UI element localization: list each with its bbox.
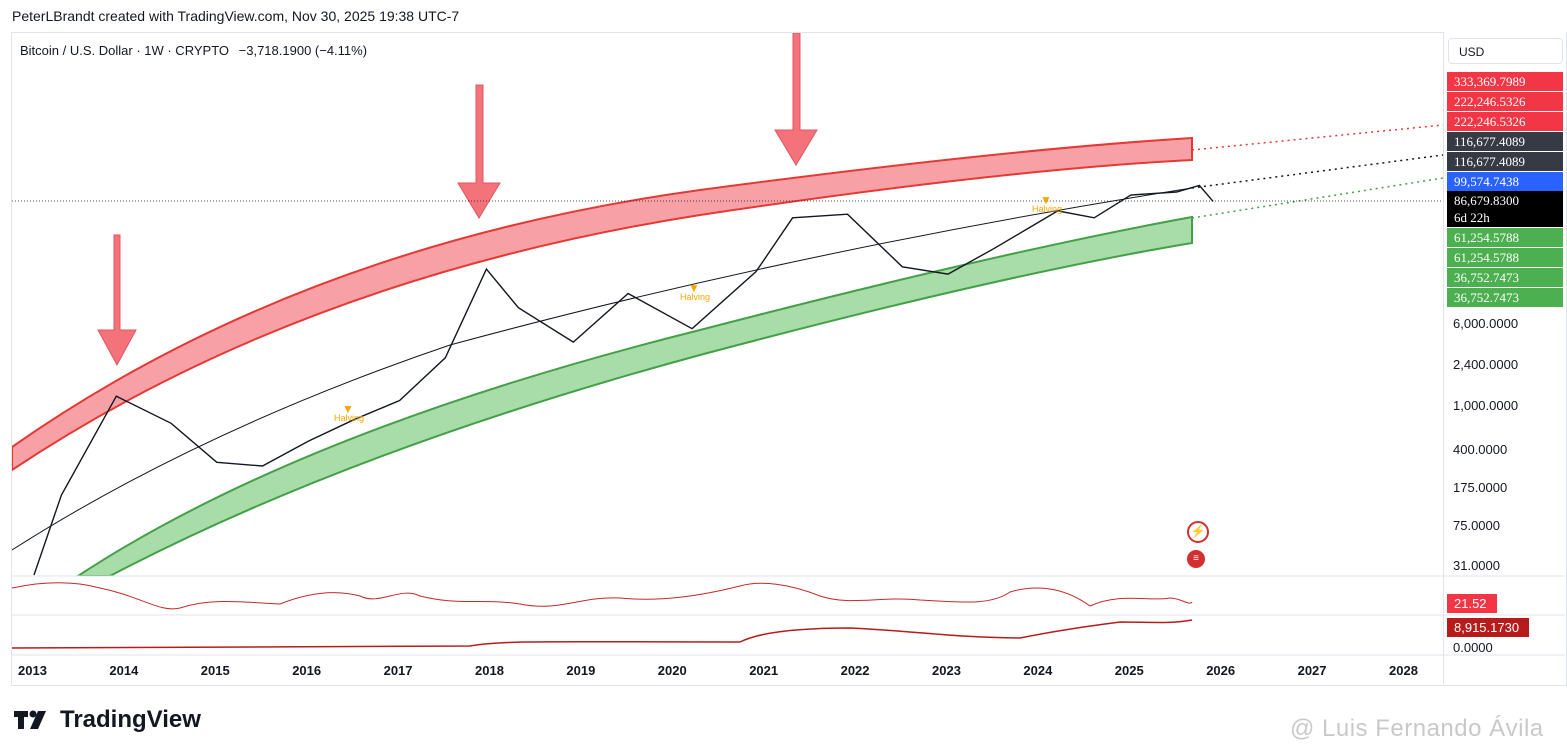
year-tick-label: 2015: [201, 663, 230, 678]
symbol-title[interactable]: Bitcoin / U.S. Dollar · 1W · CRYPTO −3,7…: [20, 43, 367, 58]
price-label: 116,677.4089: [1447, 132, 1563, 151]
year-tick-label: 2022: [841, 663, 870, 678]
tradingview-brand: TradingView: [14, 706, 201, 734]
indicator-value-label: 8,915.1730: [1447, 618, 1529, 637]
price-label: 36,752.7473: [1447, 288, 1563, 307]
price-tick: 1,000.0000: [1453, 398, 1519, 413]
currency-selector[interactable]: USD: [1448, 38, 1563, 64]
year-tick-label: 2021: [749, 663, 778, 678]
price-label: 222,246.5326: [1447, 92, 1563, 111]
lower-green-band: [76, 215, 1193, 576]
peak-arrow-2021: [774, 33, 818, 166]
lower-projection-line: [1191, 177, 1444, 219]
price-label: 61,254.5788: [1447, 248, 1563, 267]
price-label: 86,679.8300: [1447, 191, 1563, 210]
time-axis: 2013 2014 2015 2016 2017 2018 2019 2020 2021 2022…: [18, 663, 1418, 678]
price-label: 116,677.4089: [1447, 152, 1563, 171]
halving-marker-2016: ▼ Halving: [334, 402, 365, 423]
year-tick-label: 2019: [566, 663, 595, 678]
year-tick-label: 2013: [18, 663, 47, 678]
price-label: 333,369.7989: [1447, 72, 1563, 91]
symbol-name: Bitcoin / U.S. Dollar · 1W · CRYPTO: [20, 43, 230, 58]
upper-red-band: [12, 136, 1193, 472]
year-tick-label: 2018: [475, 663, 504, 678]
price-label: 222,246.5326: [1447, 112, 1563, 131]
year-tick-label: 2027: [1298, 663, 1327, 678]
year-tick-label: 2016: [292, 663, 321, 678]
volume-ma-indicator-line: [11, 619, 1193, 649]
indicator-sparkle-icon[interactable]: ⚡: [1187, 521, 1209, 543]
brand-name: TradingView: [60, 706, 201, 733]
price-label: 61,254.5788: [1447, 228, 1563, 247]
mid-projection-line: [1191, 154, 1444, 189]
btc-price-series: [33, 184, 1214, 576]
halving-marker-2020: ▼ Halving: [680, 281, 711, 302]
author-watermark: @ Luis Fernando Ávila: [1290, 715, 1544, 742]
rsi-indicator-line: [11, 582, 1193, 610]
year-tick-label: 2020: [658, 663, 687, 678]
price-label: 6d 22h: [1447, 208, 1563, 227]
indicator-value-label: 21.52: [1447, 594, 1497, 613]
tradingview-logo-icon: [14, 710, 46, 729]
year-tick-label: 2024: [1023, 663, 1053, 678]
symbol-change: −3,718.1900 (−4.11%): [238, 43, 368, 58]
indicator-zero-tick: 0.0000: [1453, 640, 1493, 655]
chart-author-header: PeterLBrandt created with TradingView.co…: [12, 8, 460, 24]
price-tick: 6,000.0000: [1453, 316, 1519, 331]
price-label: 36,752.7473: [1447, 268, 1563, 287]
price-tick: 175.0000: [1453, 480, 1508, 495]
year-tick-label: 2023: [932, 663, 961, 678]
peak-arrow-2013: [97, 234, 137, 367]
us-flag-icon[interactable]: ≡: [1187, 550, 1205, 568]
year-tick-label: 2014: [109, 663, 139, 678]
price-tick: 75.0000: [1453, 518, 1500, 533]
price-label: 99,574.7438: [1447, 172, 1563, 191]
year-tick-label: 2026: [1206, 663, 1235, 678]
price-tick: 31.0000: [1453, 558, 1500, 573]
halving-marker-2024: ▼ Halving: [1032, 193, 1063, 214]
price-tick: 400.0000: [1453, 442, 1508, 457]
year-tick-label: 2025: [1115, 663, 1144, 678]
peak-arrow-2017: [457, 84, 501, 219]
year-tick-label: 2017: [384, 663, 413, 678]
regression-curve: [12, 187, 1193, 551]
upper-projection-line: [1191, 124, 1444, 151]
price-tick: 2,400.0000: [1453, 357, 1519, 372]
year-tick-label: 2028: [1389, 663, 1418, 678]
